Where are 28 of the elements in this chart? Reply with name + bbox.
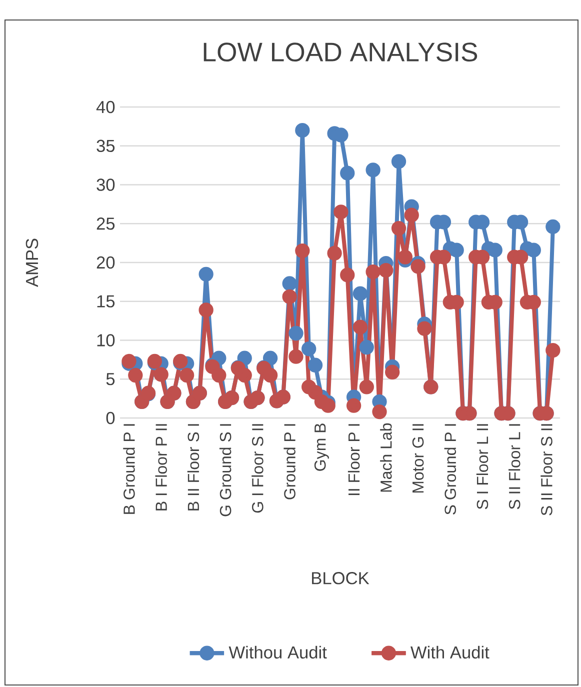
x-tick-label: G Ground S I [219, 424, 232, 516]
y-tick-label: 40 [96, 100, 115, 114]
x-tick-label: B Ground P I [123, 424, 135, 514]
x-tick-label: S II Floor L I [508, 424, 520, 510]
x-tick-label: B II Floor S I [187, 424, 200, 510]
x-tick-label: Gym B [314, 424, 329, 471]
y-tick-label: 10 [97, 334, 115, 346]
x-axis-title: BLOCK [312, 572, 370, 584]
x-tick-label: B I Floor P II [155, 424, 167, 510]
y-tick-label: 35 [96, 140, 115, 152]
y-tick-label: 5 [106, 373, 115, 386]
x-tick-label: Ground P I [284, 424, 296, 500]
y-tick-label: 30 [96, 178, 115, 191]
y-axis-title: AMPS [26, 238, 38, 288]
x-tick-label: S Ground P I [444, 424, 456, 514]
y-tick-label: 0 [106, 412, 115, 424]
legend-label: Withou Audit [228, 646, 327, 659]
x-tick-label: Mach Lab [380, 423, 392, 492]
x-tick-label: Motor G II [412, 424, 424, 493]
legend-label: With Audit [410, 646, 490, 659]
y-tick-label: 15 [97, 295, 115, 308]
y-tick-label: 20 [96, 256, 115, 269]
x-tick-label: G I Floor S II [252, 424, 264, 513]
chart-title: LOW LOAD ANALYSIS [204, 42, 478, 62]
x-tick-label: S II Floor S II [540, 424, 552, 516]
x-tick-label: S I Floor L II [476, 424, 488, 510]
x-tick-label: II Floor P I [348, 424, 360, 496]
y-tick-label: 25 [96, 218, 115, 230]
